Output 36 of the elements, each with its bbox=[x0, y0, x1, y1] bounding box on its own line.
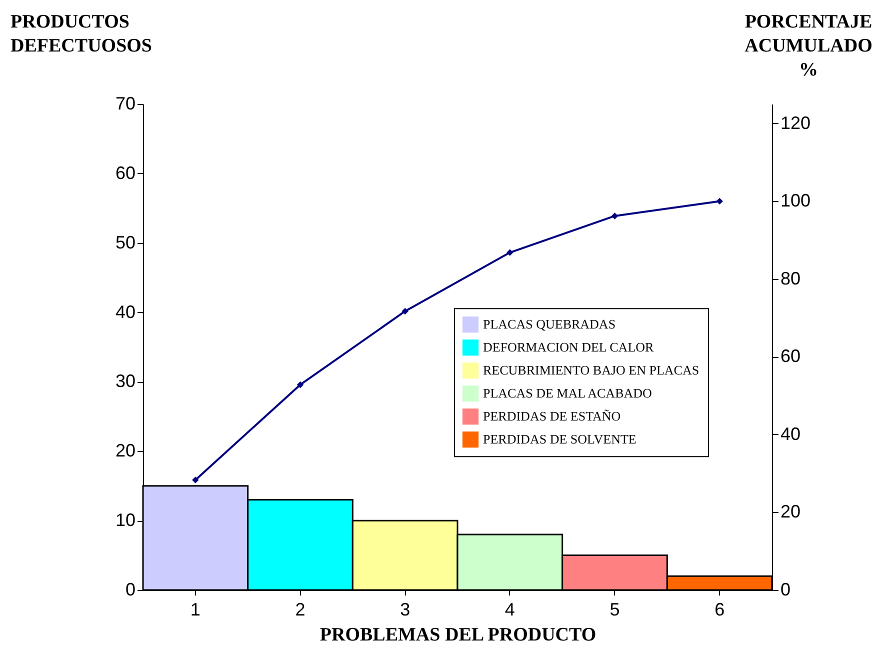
x-tick-label: 4 bbox=[504, 600, 515, 620]
y2-tick-label: 40 bbox=[780, 424, 801, 444]
point bbox=[296, 381, 304, 388]
x-tick-label: 1 bbox=[190, 600, 200, 620]
point bbox=[506, 249, 514, 256]
y2-tick-label: 20 bbox=[780, 502, 801, 522]
legend-label: RECUBRIMIENTO BAJO EN PLACAS bbox=[483, 362, 700, 378]
point bbox=[716, 198, 723, 205]
legend-label: PLACAS QUEBRADAS bbox=[483, 316, 616, 332]
y-tick-label: 40 bbox=[115, 302, 136, 322]
legend-label: PERDIDAS DE SOLVENTE bbox=[483, 432, 636, 447]
y2-tick-label: 60 bbox=[780, 346, 801, 366]
y-tick-label: 20 bbox=[115, 440, 136, 461]
x-tick-label: 2 bbox=[295, 600, 306, 620]
y-axis-title: PRODUCTOS DEFECTUOSOS bbox=[10, 12, 152, 56]
x-axis-title: PROBLEMAS DEL PRODUCTO bbox=[320, 624, 596, 646]
y2-tick-label: 80 bbox=[780, 268, 801, 288]
x-tick-label: 6 bbox=[714, 600, 725, 620]
x-tick-label: 5 bbox=[610, 600, 620, 620]
point bbox=[611, 212, 618, 220]
point bbox=[402, 308, 408, 315]
point bbox=[192, 476, 199, 484]
y2-axis-title: PORCENTAJE ACUMULADO % bbox=[744, 12, 872, 80]
y2-tick-label: 100 bbox=[780, 190, 811, 211]
legend-label: DEFORMACION DEL CALOR bbox=[483, 340, 654, 355]
y-tick-label: 10 bbox=[115, 510, 136, 530]
legend-label: PLACAS DE MAL ACABADO bbox=[483, 386, 652, 401]
y2-tick-label: 0 bbox=[780, 580, 791, 600]
y-tick-label: 70 bbox=[115, 94, 136, 114]
y-tick-label: 30 bbox=[115, 371, 136, 392]
y-tick-label: 60 bbox=[115, 162, 136, 183]
y-tick-label: 50 bbox=[115, 232, 136, 252]
y-tick-label: 0 bbox=[125, 580, 136, 600]
y2-tick-label: 120 bbox=[780, 112, 811, 133]
x-tick-label: 3 bbox=[400, 600, 410, 620]
legend-label: PERDIDAS DE ESTAÑO bbox=[483, 408, 621, 424]
